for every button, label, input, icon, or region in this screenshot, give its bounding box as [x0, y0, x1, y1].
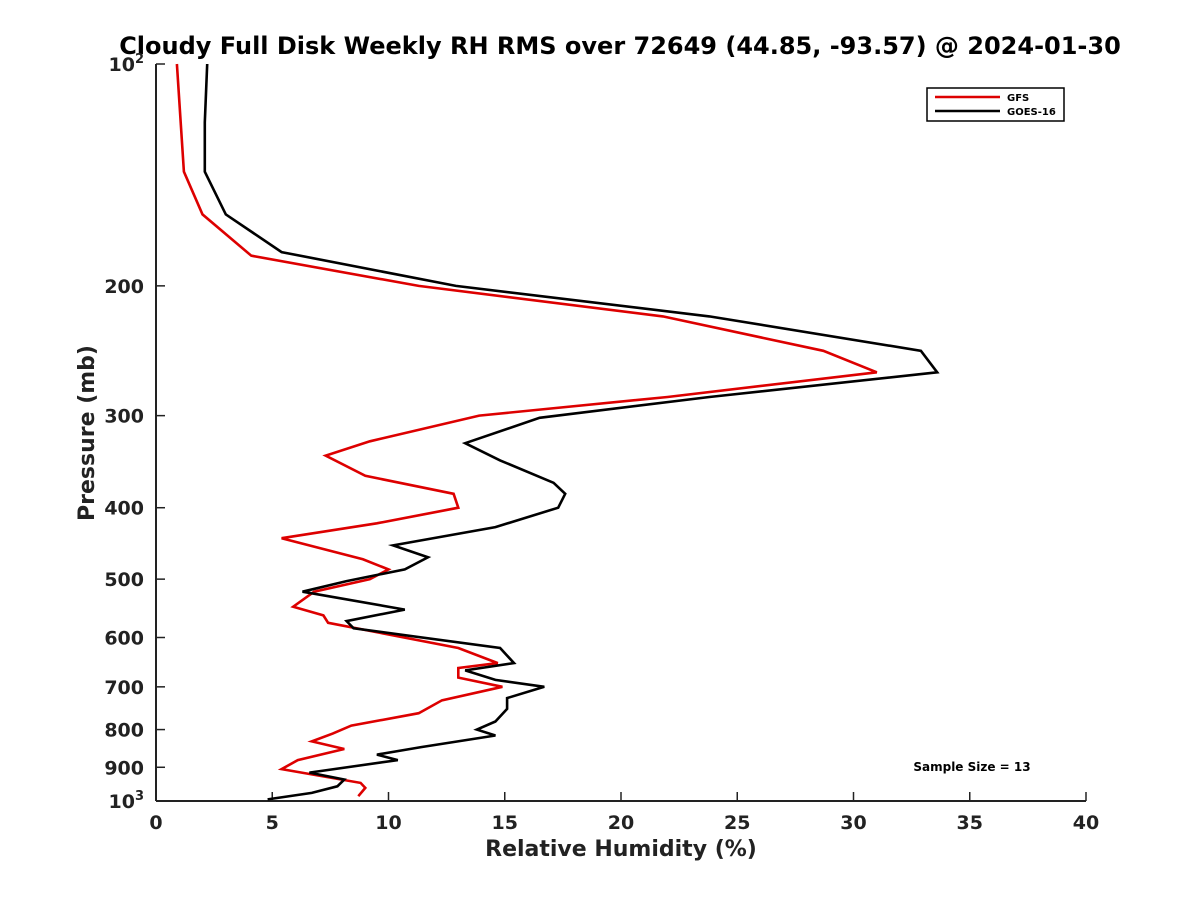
x-tick-label: 35	[957, 812, 983, 834]
legend-label-goes-16: GOES-16	[1007, 107, 1056, 118]
y-tick-label: 103	[109, 789, 145, 813]
y-tick-label: 900	[104, 757, 144, 779]
series-line-goes-16	[203, 63, 940, 801]
y-tick-label: 700	[104, 677, 144, 699]
chart-title: Cloudy Full Disk Weekly RH RMS over 7264…	[119, 32, 1121, 60]
y-tick-base: 10	[109, 791, 135, 813]
legend-label-gfs: GFS	[1007, 93, 1029, 104]
y-tick-label: 102	[109, 52, 145, 76]
x-tick-label: 25	[724, 812, 750, 834]
x-tick-label: 15	[492, 812, 518, 834]
sample-size-annotation: Sample Size = 13	[913, 760, 1030, 774]
y-tick-label: 800	[104, 720, 144, 742]
axes: 0 5 10 15 20 25 30 35 40 10220030040050060070080…	[104, 52, 1099, 834]
y-tick-exponent: 2	[135, 52, 144, 67]
y-axis-label: Pressure (mb)	[75, 345, 100, 521]
legend-box	[926, 87, 1065, 122]
y-tick-label: 600	[104, 627, 144, 649]
x-tick-label: 5	[266, 812, 279, 834]
y-tick-label: 500	[104, 569, 144, 591]
y-tick-label: 300	[104, 406, 144, 428]
x-ticks: 0 5 10 15 20 25 30 35 40	[149, 792, 1099, 834]
y-tick-base: 10	[109, 54, 135, 76]
series-line-gfs	[175, 63, 878, 798]
x-tick-label: 30	[840, 812, 866, 834]
x-tick-label: 0	[149, 812, 162, 834]
x-tick-label: 40	[1073, 812, 1099, 834]
y-tick-label: 400	[104, 498, 144, 520]
x-axis-label: Relative Humidity (%)	[485, 837, 757, 862]
y-tick-exponent: 3	[135, 789, 144, 804]
series-layer	[175, 63, 940, 801]
x-tick-label: 10	[375, 812, 401, 834]
legend: GFS GOES-16	[926, 87, 1065, 122]
x-tick-label: 20	[608, 812, 634, 834]
y-tick-label: 200	[104, 276, 144, 298]
